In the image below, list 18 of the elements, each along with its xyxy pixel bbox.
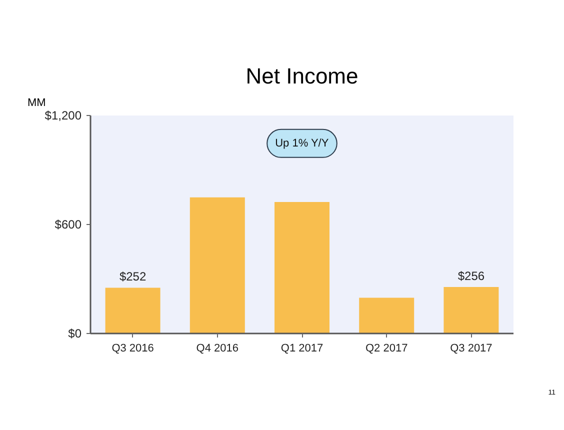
x-tick-label: Q2 2017 [366,342,408,354]
x-tick-label: Q4 2016 [196,342,239,354]
chart-title: Net Income [246,64,358,88]
data-label: $256 [458,268,485,283]
bar [190,197,245,334]
bar [444,286,499,334]
y-tick-label: $1,200 [44,108,82,122]
annotation: Up 1% Y/Y [275,137,330,150]
x-tick-label: Q3 2017 [450,342,492,354]
bar [105,288,160,334]
x-tick-label: Q1 2017 [280,342,324,354]
y-tick-label: $0 [68,326,82,340]
bar [274,202,330,334]
bar [359,298,414,334]
data-label: $252 [119,270,146,284]
y-tick-label: $600 [54,218,82,232]
y-axis-title: MM [28,97,46,109]
x-tick-label: Q3 2016 [112,342,154,354]
